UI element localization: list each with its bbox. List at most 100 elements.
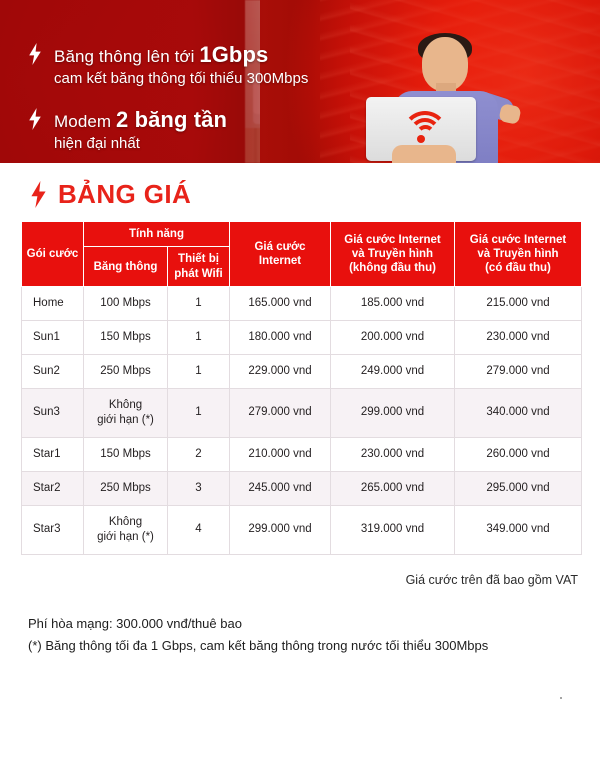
banner-background	[0, 0, 600, 163]
feature-1-line1-prefix: Băng thông lên tới	[54, 47, 200, 66]
th-internet-price: Giá cước Internet	[229, 220, 331, 288]
page-title: BẢNG GIÁ	[58, 179, 192, 209]
cell-bandwidth-l2: giới hạn (*)	[97, 530, 154, 543]
banner-feature-2: Modem 2 băng tần hiện đại nhất	[28, 105, 308, 154]
th-tv-box-l3: (có đầu thu)	[485, 262, 551, 275]
cell-internet-tv-no-box-price: 299.000 vnd	[330, 387, 455, 438]
cell-internet-price: 299.000 vnd	[229, 504, 331, 555]
th-wifi-device-l1: Thiết bị	[178, 253, 219, 266]
table-row: Sun1 150 Mbps 1 180.000 vnd 200.000 vnd 230.0…	[21, 320, 582, 355]
cell-bandwidth-l1: Không	[108, 398, 143, 411]
cell-internet-tv-with-box-price: 260.000 vnd	[454, 436, 582, 472]
cell-internet-tv-with-box-price: 340.000 vnd	[454, 387, 582, 438]
cell-bandwidth: 100 Mbps	[83, 286, 168, 322]
vat-note: Giá cước trên đã bao gồm VAT	[405, 572, 578, 587]
cell-wifi-devices: 1	[167, 320, 230, 355]
th-tv-nobox-l3: (không đầu thu)	[349, 262, 436, 275]
lightning-bolt-icon	[31, 181, 46, 208]
feature-2-highlight: 2 băng tần	[116, 106, 228, 132]
cell-wifi-devices: 2	[167, 436, 230, 472]
cell-internet-price: 245.000 vnd	[229, 470, 331, 506]
cell-internet-price: 279.000 vnd	[229, 387, 331, 438]
lightning-bolt-icon	[29, 107, 41, 130]
promo-banner: Băng thông lên tới 1Gbps cam kết băng th…	[0, 0, 600, 163]
cell-package: Sun1	[21, 320, 84, 355]
th-wifi-device-l2: phát Wifi	[174, 267, 223, 280]
th-bandwidth: Băng thông	[83, 246, 168, 288]
table-body: Home 100 Mbps 1 165.000 vnd 185.000 vnd 215.0…	[21, 286, 582, 555]
th-wifi-device: Thiết bị phát Wifi	[167, 246, 230, 288]
table-row: Star3 Không giới hạn (*) 4 299.000 vnd 319.00…	[21, 504, 582, 555]
cell-internet-tv-with-box-price: 295.000 vnd	[454, 470, 582, 506]
table-head: Gói cước Tính năng Giá cước Internet Giá…	[21, 220, 582, 288]
th-package: Gói cước	[21, 220, 84, 288]
hands-holding-laptop	[392, 145, 456, 163]
cell-bandwidth: 250 Mbps	[83, 470, 168, 506]
cell-package: Home	[21, 286, 84, 322]
banner-feature-list: Băng thông lên tới 1Gbps cam kết băng th…	[28, 40, 308, 163]
table-row: Sun3 Không giới hạn (*) 1 279.000 vnd 299.000…	[21, 387, 582, 438]
cell-internet-price: 229.000 vnd	[229, 354, 331, 389]
cell-wifi-devices: 1	[167, 387, 230, 438]
table-row: Sun2 250 Mbps 1 229.000 vnd 249.000 vnd 279.0…	[21, 354, 582, 389]
th-internet-tv-no-box: Giá cước Internet và Truyền hình (không …	[330, 220, 455, 288]
cell-bandwidth: 150 Mbps	[83, 320, 168, 355]
table-header-row-2: Băng thông Thiết bị phát Wifi	[22, 246, 582, 288]
install-fee-note: Phí hòa mạng: 300.000 vnđ/thuê bao	[28, 615, 242, 631]
cell-internet-tv-no-box-price: 230.000 vnd	[330, 436, 455, 472]
feature-1-highlight: 1Gbps	[199, 42, 269, 67]
cell-wifi-devices: 3	[167, 470, 230, 506]
cell-wifi-devices: 4	[167, 504, 230, 555]
cell-package: Star2	[21, 470, 84, 506]
cell-internet-tv-no-box-price: 185.000 vnd	[330, 286, 455, 322]
cell-internet-tv-with-box-price: 230.000 vnd	[454, 320, 582, 355]
asterisk-note: (*) Băng thông tối đa 1 Gbps, cam kết bă…	[28, 638, 489, 654]
cell-bandwidth: 150 Mbps	[83, 436, 168, 472]
man-with-laptop-photo	[366, 33, 522, 163]
wifi-icon	[400, 111, 448, 145]
th-tv-box-l2: và Truyền hình	[477, 247, 559, 260]
cell-bandwidth: 250 Mbps	[83, 354, 168, 389]
th-internet-price-l1: Giá cước	[254, 240, 306, 253]
banner-feature-1: Băng thông lên tới 1Gbps cam kết băng th…	[28, 40, 308, 89]
artifact-dot	[560, 697, 562, 699]
table-row: Star2 250 Mbps 3 245.000 vnd 265.000 vnd 295.…	[21, 470, 582, 506]
cell-internet-tv-no-box-price: 265.000 vnd	[330, 470, 455, 506]
cell-internet-tv-with-box-price: 215.000 vnd	[454, 286, 582, 322]
red-overlay	[0, 0, 600, 163]
price-table-heading: BẢNG GIÁ	[0, 163, 600, 210]
feature-2-line1-prefix: Modem	[54, 111, 117, 131]
th-tv-nobox-l1: Giá cước Internet	[344, 233, 441, 246]
th-tv-nobox-l2: và Truyền hình	[351, 247, 434, 260]
cell-internet-tv-with-box-price: 349.000 vnd	[454, 504, 582, 555]
th-internet-tv-with-box: Giá cước Internet và Truyền hình (có đầu…	[454, 220, 582, 288]
cell-wifi-devices: 1	[167, 286, 230, 322]
table-header-row-1: Gói cước Tính năng Giá cước Internet Giá…	[21, 220, 582, 288]
cell-internet-price: 165.000 vnd	[229, 286, 331, 322]
price-table-container: Gói cước Tính năng Giá cước Internet Giá…	[0, 210, 600, 555]
cell-bandwidth: Không giới hạn (*)	[83, 387, 168, 438]
face	[422, 37, 468, 91]
feature-1-line2: cam kết băng thông tối thiểu 300Mbps	[54, 70, 309, 88]
cell-bandwidth-l2: giới hạn (*)	[97, 413, 154, 426]
cell-internet-price: 210.000 vnd	[229, 436, 331, 472]
cell-package: Star3	[21, 504, 84, 555]
cell-package: Sun3	[21, 387, 84, 438]
footer-notes: Phí hòa mạng: 300.000 vnđ/thuê bao (*) B…	[0, 587, 600, 659]
th-features-group: Tính năng	[83, 220, 230, 248]
cell-wifi-devices: 1	[167, 354, 230, 389]
feature-2-line2: hiện đại nhất	[54, 134, 140, 152]
th-tv-box-l1: Giá cước Internet	[469, 233, 567, 246]
price-table: Gói cước Tính năng Giá cước Internet Giá…	[21, 220, 582, 555]
cell-internet-tv-no-box-price: 200.000 vnd	[330, 320, 455, 355]
cell-package: Star1	[21, 436, 84, 472]
cell-internet-tv-no-box-price: 249.000 vnd	[330, 354, 455, 389]
cell-internet-price: 180.000 vnd	[229, 320, 331, 355]
cell-internet-tv-with-box-price: 279.000 vnd	[454, 354, 582, 389]
cell-bandwidth-l1: Không	[108, 515, 143, 528]
table-row: Star1 150 Mbps 2 210.000 vnd 230.000 vnd 260.…	[21, 436, 582, 472]
cell-package: Sun2	[21, 354, 84, 389]
cell-bandwidth: Không giới hạn (*)	[83, 504, 168, 555]
th-internet-price-l2: Internet	[258, 255, 302, 268]
lightning-bolt-icon	[29, 43, 41, 65]
